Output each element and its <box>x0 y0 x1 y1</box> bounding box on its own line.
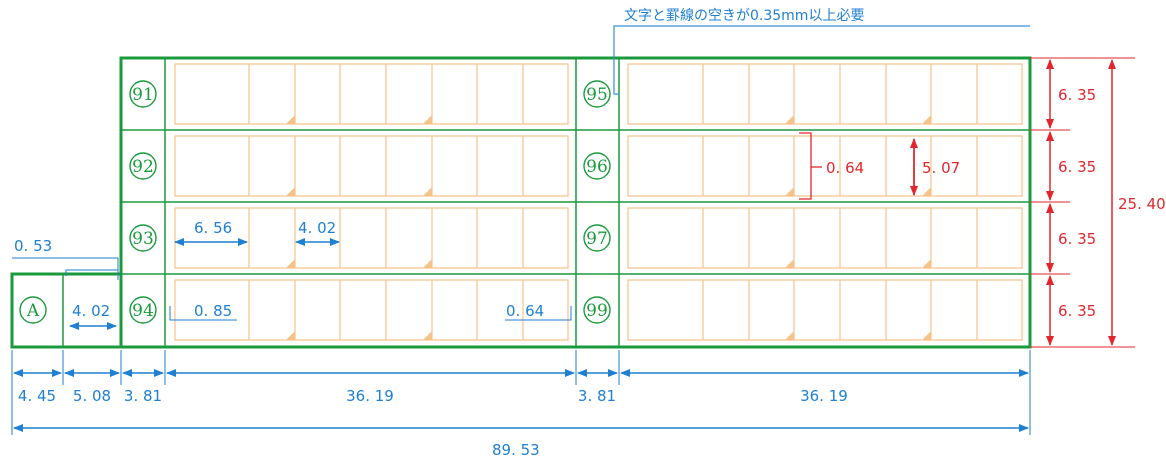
box-row-left-4 <box>174 279 569 341</box>
box-row-right-2 <box>627 135 1023 197</box>
dim-bottom-segment: 36. 19 <box>346 387 394 405</box>
box-row-right-1 <box>627 63 1023 125</box>
svg-text:95: 95 <box>586 85 608 105</box>
dim-bottom-segment: 36. 19 <box>800 387 848 405</box>
box-corner-mark <box>423 187 432 196</box>
box-corner-mark <box>785 187 794 196</box>
box-corner-mark <box>785 259 794 268</box>
svg-text:99: 99 <box>586 301 608 321</box>
box-row-left-2 <box>174 135 569 197</box>
right-dimensions <box>1030 57 1135 348</box>
svg-text:92: 92 <box>132 157 154 177</box>
svg-text:96: 96 <box>586 157 608 177</box>
row-label-93: 93 <box>129 224 157 252</box>
row-label-97: 97 <box>583 224 611 252</box>
svg-text:A: A <box>26 301 40 321</box>
top-note-text: 文字と罫線の空きが0.35mm以上必要 <box>624 8 864 24</box>
right-dimension-labels: 6. 35 6. 35 6. 35 6. 35 <box>1058 86 1096 320</box>
dim-margin-left: 0. 85 <box>194 302 232 320</box>
svg-text:94: 94 <box>132 301 154 321</box>
dim-total: 89. 53 <box>492 441 540 459</box>
row-label-92: 92 <box>129 152 157 180</box>
dim-cell-width-2: 4. 02 <box>298 219 336 237</box>
box-row-right-4 <box>627 279 1023 341</box>
dim-box-height: 5. 07 <box>922 159 960 177</box>
box-corner-mark <box>922 331 931 340</box>
row-label-99: 99 <box>583 296 611 324</box>
dim-row-height: 6. 35 <box>1058 158 1096 176</box>
svg-text:93: 93 <box>132 229 154 249</box>
box-corner-mark <box>423 259 432 268</box>
box-corner-mark <box>922 115 931 124</box>
form-frame <box>10 56 1032 349</box>
dim-bottom-segment: 3. 81 <box>578 387 616 405</box>
svg-text:97: 97 <box>586 229 608 249</box>
inner-dimensions <box>12 238 572 330</box>
box-corner-mark <box>423 115 432 124</box>
box-row-left-3 <box>174 207 569 269</box>
dim-cell-width: 6. 56 <box>194 219 232 237</box>
dim-right-total: 25. 40 <box>1118 195 1166 213</box>
inner-red-dimensions <box>799 132 918 200</box>
box-corner-mark <box>785 331 794 340</box>
box-corner-mark <box>785 115 794 124</box>
box-corner-mark <box>423 331 432 340</box>
row-label-extra: A <box>19 296 47 324</box>
dim-margin-right: 0. 64 <box>506 302 544 320</box>
row-labels: 91 92 93 94 95 96 97 99 A <box>19 80 611 324</box>
top-note: 文字と罫線の空きが0.35mm以上必要 <box>613 8 1030 95</box>
row-label-94: 94 <box>129 296 157 324</box>
dim-row-height: 6. 35 <box>1058 230 1096 248</box>
svg-text:91: 91 <box>132 85 154 105</box>
dim-margin-vertical: 0. 64 <box>826 159 864 177</box>
box-corner-mark <box>286 259 295 268</box>
row-label-96: 96 <box>583 152 611 180</box>
box-corner-mark <box>286 187 295 196</box>
input-boxes <box>174 63 1023 341</box>
dim-bottom-segment: 3. 81 <box>124 387 162 405</box>
bottom-dimension-labels: 4. 45 5. 08 3. 81 36. 19 3. 81 36. 19 <box>18 387 848 405</box>
bottom-dimension-lines <box>11 350 1031 435</box>
row-label-95: 95 <box>583 80 611 108</box>
dim-box-width-small: 4. 02 <box>72 302 110 320</box>
inner-dimension-labels: 0. 53 4. 02 6. 56 4. 02 0. 85 0. 64 <box>14 219 544 320</box>
inner-red-labels: 0. 64 5. 07 <box>826 159 960 177</box>
dim-row-height: 6. 35 <box>1058 86 1096 104</box>
dim-gap-top-left: 0. 53 <box>14 237 52 255</box>
dim-bottom-segment: 4. 45 <box>18 387 56 405</box>
row-label-91: 91 <box>129 80 157 108</box>
box-corner-mark <box>922 187 931 196</box>
box-corner-mark <box>922 259 931 268</box>
box-corner-mark <box>286 115 295 124</box>
dim-row-height: 6. 35 <box>1058 302 1096 320</box>
box-corner-mark <box>286 331 295 340</box>
box-row-right-3 <box>627 207 1023 269</box>
dim-bottom-segment: 5. 08 <box>73 387 111 405</box>
box-row-left-1 <box>174 63 569 125</box>
